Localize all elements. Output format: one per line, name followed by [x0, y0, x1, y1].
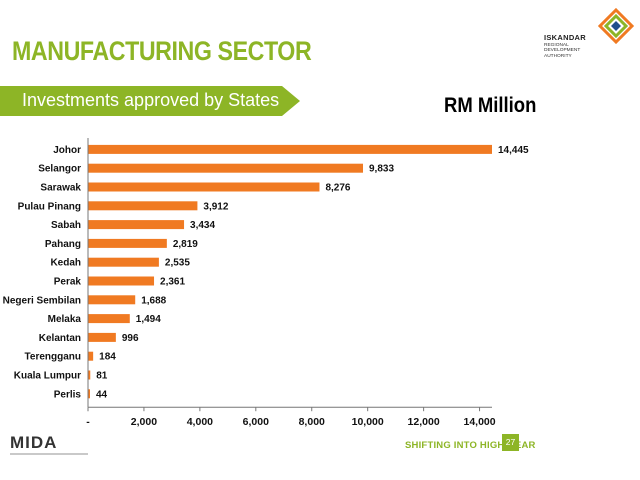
category-label: Pulau Pinang: [18, 201, 81, 212]
category-label: Johor: [53, 145, 81, 156]
mida-brand: MIDA: [10, 433, 58, 452]
bar: [88, 351, 94, 361]
bar: [88, 220, 185, 230]
value-label: 2,361: [160, 277, 185, 288]
mida-underline: [10, 453, 88, 455]
logo-subtitle: REGIONAL DEVELOPMENT AUTHORITY: [544, 43, 581, 59]
bar: [88, 257, 159, 267]
value-label: 1,688: [141, 295, 166, 306]
x-tick-label: 4,000: [187, 416, 213, 428]
category-label: Sarawak: [40, 183, 81, 194]
axis-layer: - 2,000 4,000 6,000 8,000 10,000 12,000 14,000: [86, 138, 496, 428]
page-title: MANUFACTURING SECTOR: [12, 36, 312, 66]
chart-subtitle: Investments approved by States: [22, 90, 280, 110]
category-label: Negeri Sembilan: [3, 295, 81, 306]
x-tick-label: 8,000: [299, 416, 325, 428]
value-label: 44: [96, 389, 108, 400]
bar: [88, 276, 155, 286]
value-label: 9,833: [369, 164, 394, 175]
category-label: Terengganu: [25, 352, 81, 363]
value-label: 1,494: [136, 314, 161, 325]
value-label: 14,445: [498, 145, 529, 156]
x-tick-label: 6,000: [243, 416, 269, 428]
category-label: Melaka: [48, 314, 82, 325]
value-label: 81: [96, 371, 108, 382]
x-tick-label: 12,000: [408, 416, 440, 428]
value-label: 2,535: [165, 258, 190, 269]
value-label: 2,819: [173, 239, 198, 250]
category-label: Selangor: [38, 164, 81, 175]
x-tick-label: 14,000: [463, 416, 495, 428]
bar: [88, 389, 90, 399]
bar: [88, 182, 320, 192]
category-label: Perak: [54, 277, 82, 288]
bars-layer: Johor 14,445 Selangor 9,833 Sarawak 8,276 Pula…: [3, 144, 529, 400]
bar: [88, 295, 136, 305]
iskandar-logo: ISKANDAR REGIONAL DEVELOPMENT AUTHORITY: [544, 8, 636, 60]
value-label: 8,276: [325, 183, 350, 194]
bar: [88, 314, 130, 324]
page-number: 27: [502, 434, 519, 451]
logo-name: ISKANDAR: [544, 33, 586, 42]
bar: [88, 238, 167, 248]
mida-logo: MIDA: [10, 433, 100, 469]
bar: [88, 201, 198, 211]
value-label: 3,912: [203, 201, 228, 212]
x-tick-label: 10,000: [352, 416, 384, 428]
category-label: Kedah: [50, 258, 81, 269]
category-label: Kuala Lumpur: [14, 371, 81, 382]
value-label: 3,434: [190, 220, 215, 231]
category-label: Perlis: [54, 389, 82, 400]
category-label: Kelantan: [39, 333, 81, 344]
footer-tagline: SHIFTING INTO HIGH GEAR: [405, 440, 536, 451]
bar: [88, 332, 116, 342]
bar: [88, 370, 91, 380]
diamond-logo-icon: [598, 8, 634, 44]
bar: [88, 163, 364, 173]
value-label: 184: [99, 352, 116, 363]
category-label: Sabah: [51, 220, 81, 231]
unit-label: RM Million: [444, 94, 537, 117]
value-label: 996: [122, 333, 139, 344]
bar: [88, 144, 492, 154]
x-tick-label: -: [86, 416, 90, 428]
x-tick-label: 2,000: [131, 416, 157, 428]
category-label: Pahang: [45, 239, 81, 250]
subtitle-banner: Investments approved by States: [0, 86, 300, 116]
bar-chart: Johor 14,445 Selangor 9,833 Sarawak 8,276 Pula…: [3, 138, 529, 428]
